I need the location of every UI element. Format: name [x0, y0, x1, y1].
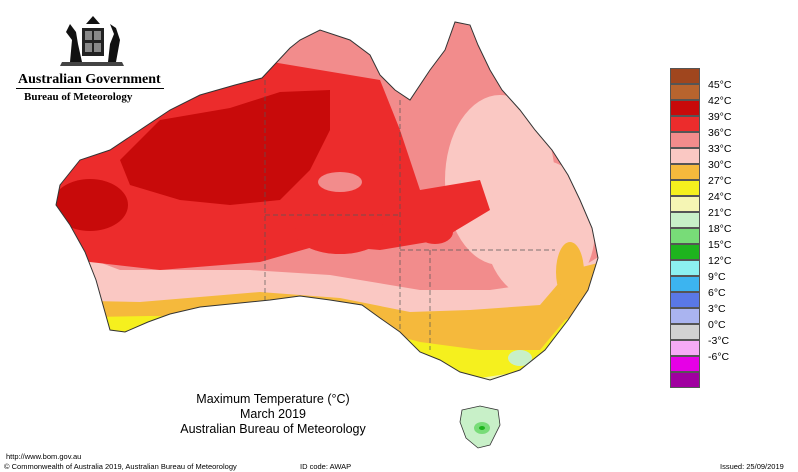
legend-swatch — [670, 196, 700, 212]
id-code: ID code: AWAP — [300, 462, 352, 471]
copyright-text: © Commonwealth of Australia 2019, Austra… — [4, 462, 237, 471]
map-title-line1: Maximum Temperature (°C) — [196, 392, 350, 406]
legend-swatch — [670, 132, 700, 148]
legend-label: -3°C — [708, 335, 730, 347]
legend-label: 27°C — [708, 175, 732, 187]
issued-date: Issued: 25/09/2019 — [720, 462, 784, 471]
legend-swatch — [670, 228, 700, 244]
legend-swatch — [670, 372, 700, 388]
legend-label: 18°C — [708, 223, 732, 235]
header-divider — [16, 88, 164, 89]
legend-label: 42°C — [708, 95, 732, 107]
legend-swatch — [670, 212, 700, 228]
map-title: Maximum Temperature (°C) March 2019 Aust… — [168, 392, 378, 437]
legend-swatch — [670, 148, 700, 164]
legend-label: 33°C — [708, 143, 732, 155]
legend-swatch — [670, 324, 700, 340]
legend-swatch — [670, 116, 700, 132]
map-title-line2: March 2019 — [239, 407, 306, 421]
government-title: Australian Government — [18, 72, 161, 87]
legend-label: 39°C — [708, 111, 732, 123]
legend-swatch — [670, 68, 700, 84]
legend-label: 21°C — [708, 207, 732, 219]
legend-swatch — [670, 340, 700, 356]
legend-label: 36°C — [708, 127, 732, 139]
legend-swatch — [670, 292, 700, 308]
bureau-title: Bureau of Meteorology — [24, 91, 133, 103]
legend-swatch — [670, 260, 700, 276]
bom-link[interactable]: http://www.bom.gov.au — [6, 452, 82, 461]
legend-swatch — [670, 180, 700, 196]
legend-label: 15°C — [708, 239, 732, 251]
legend-label: 9°C — [708, 271, 726, 283]
legend-label: 45°C — [708, 79, 732, 91]
map-title-line3: Australian Bureau of Meteorology — [180, 422, 366, 436]
legend-label: 24°C — [708, 191, 732, 203]
legend-swatch — [670, 84, 700, 100]
legend-label: 3°C — [708, 303, 726, 315]
coat-of-arms-icon — [60, 16, 124, 66]
legend-swatch — [670, 276, 700, 292]
legend-swatch — [670, 356, 700, 372]
legend-label: -6°C — [708, 351, 730, 363]
legend-label: 6°C — [708, 287, 726, 299]
legend-swatch — [670, 164, 700, 180]
legend-label: 30°C — [708, 159, 732, 171]
legend-label: 0°C — [708, 319, 726, 331]
legend-swatch — [670, 244, 700, 260]
legend-swatch — [670, 100, 700, 116]
legend-label: 12°C — [708, 255, 732, 267]
legend-swatch — [670, 308, 700, 324]
